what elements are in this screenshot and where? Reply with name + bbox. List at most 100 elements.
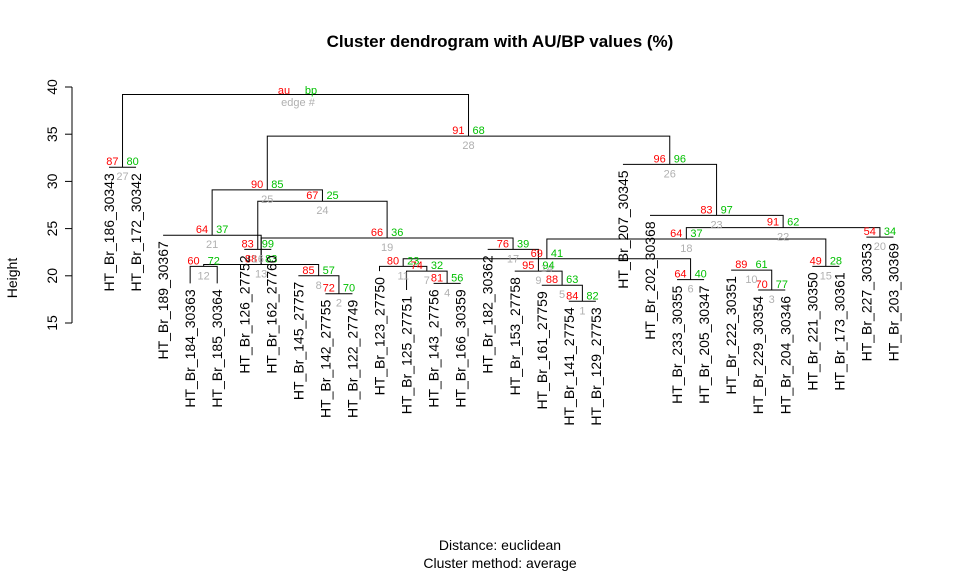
cluster-method-label: Cluster method: average [423,555,577,571]
edge-number: 12 [198,270,210,282]
au-value: 95 [522,260,534,272]
bp-value: 83 [265,253,277,265]
au-value: 64 [196,224,208,236]
leaf-label: HT_Br_172_30342 [128,173,144,292]
edge-number: 8 [316,280,322,292]
au-value: 81 [431,272,443,284]
au-value: 89 [735,259,747,271]
leaf-label: HT_Br_173_30361 [831,272,847,391]
au-value: 91 [767,217,779,229]
edge-number: 20 [874,241,886,253]
edge-number: 7 [424,275,430,287]
au-value: 87 [106,156,118,168]
bp-value: 62 [787,217,799,229]
bp-value: 96 [674,153,686,165]
dendrogram-link [650,214,784,228]
au-value: 96 [654,153,666,165]
bp-value: 40 [695,269,707,281]
edge-number: 25 [261,194,273,206]
leaf-label: HT_Br_229_30354 [750,296,766,415]
bp-value: 32 [431,260,443,272]
au-value: 84 [566,290,578,302]
dendrogram-link [298,275,340,294]
au-value: 67 [306,190,318,202]
legend-au: au [278,85,290,97]
legend-bp: bp [305,85,317,97]
leaf-label: HT_Br_189_30367 [155,241,171,360]
bp-value: 41 [551,248,563,260]
dendrogram-link [163,234,262,265]
bp-value: 82 [586,290,598,302]
bp-value: 36 [391,227,403,239]
legend: au bp edge # [278,85,317,109]
leaf-label: HT_Br_233_30355 [669,285,685,404]
leaf-label: HT_Br_145_27757 [290,282,306,401]
bp-value: 23 [407,255,419,267]
au-value: 69 [531,248,543,260]
edge-number: 5 [559,289,565,301]
bp-value: 68 [473,125,485,137]
au-value: 83 [242,238,254,250]
edge-number: 10 [745,274,757,286]
dendrogram-link [622,163,718,216]
dendrogram-link [514,270,563,286]
leaf-label: HT_Br_123_27750 [372,277,388,396]
bp-value: 61 [755,259,767,271]
leaf-labels: HT_Br_186_30343 HT_Br_172_30342 HT_Br_189_… [101,170,901,425]
bp-value: 56 [451,272,463,284]
y-axis-label: Height [4,258,20,299]
edge-number: 4 [444,287,450,299]
edge-number: 22 [777,232,789,244]
leaf-label: HT_Br_162_27760 [263,255,279,374]
edge-number: 2 [336,298,342,310]
bp-value: 85 [271,179,283,191]
leaf-label: HT_Br_221_30350 [804,272,820,391]
bp-value: 25 [326,190,338,202]
au-value: 88 [245,253,257,265]
au-value: 54 [864,226,876,238]
edge-number: 14 [541,263,553,275]
leaf-label: HT_Br_122_27749 [344,300,360,419]
edge-number: 18 [680,243,692,255]
leaf-label: HT_Br_125_27751 [399,296,415,415]
au-value: 72 [323,283,335,295]
chart-title: Cluster dendrogram with AU/BP values (%) [327,32,674,51]
y-tick-label: 15 [44,315,60,331]
edge-number: 19 [381,242,393,254]
leaf-label: HT_Br_161_27759 [534,291,550,410]
bp-value: 57 [323,265,335,277]
y-tick-label: 20 [44,268,60,284]
leaf-label: HT_Br_207_30345 [615,170,631,289]
leaf-label: HT_Br_143_27756 [426,289,442,408]
leaf-label: HT_Br_142_27755 [317,300,333,419]
bp-value: 63 [566,274,578,286]
edge-number: 28 [462,140,474,152]
edge-number: 24 [316,205,328,217]
dendrogram-link [122,94,470,168]
edge-number: 3 [769,294,775,306]
au-value: 90 [251,179,263,191]
bp-value: 34 [884,226,896,238]
edge-number: 23 [710,219,722,231]
au-value: 60 [187,255,199,267]
dendrogram-link [731,269,773,290]
leaf-label: HT_Br_222_30351 [723,276,739,395]
legend-edge: edge # [281,97,316,109]
edge-number: 26 [664,168,676,180]
leaf-label: HT_Br_203_30369 [885,243,901,362]
edge-number: 13 [255,268,267,280]
dendrogram-links [109,94,894,302]
leaf-label: HT_Br_129_27753 [588,307,604,426]
distance-label: Distance: euclidean [439,537,561,553]
leaf-label: HT_Br_184_30363 [182,289,198,408]
bp-value: 37 [216,224,228,236]
edge-number: 6 [688,284,694,296]
leaf-label: HT_Br_186_30343 [101,173,117,292]
bp-value: 39 [517,238,529,250]
dendrogram-link [541,284,583,302]
y-tick-label: 40 [44,79,60,95]
edge-number: 21 [206,239,218,251]
au-value: 83 [700,204,712,216]
edge-number: 17 [507,253,519,265]
